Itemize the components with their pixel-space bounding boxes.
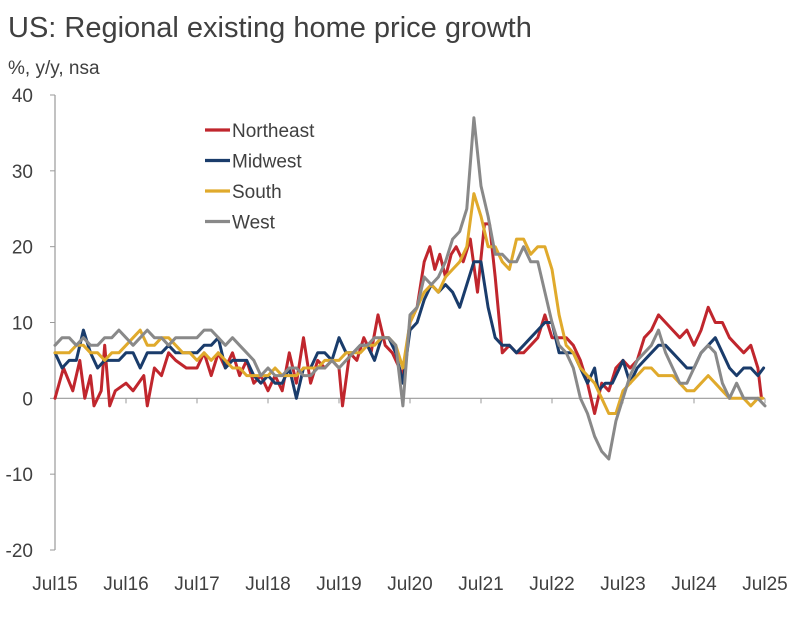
y-axis-label: %, y/y, nsa (8, 58, 100, 79)
legend-label-west: West (232, 213, 276, 234)
x-tick-label: Jul22 (529, 574, 574, 595)
x-tick-label: Jul17 (174, 574, 219, 595)
legend: Northeast Midwest South West (205, 121, 315, 234)
x-tick-label: Jul21 (458, 574, 503, 595)
x-tick-label: Jul23 (600, 574, 645, 595)
x-tick-label: Jul20 (387, 574, 432, 595)
axes: 40 30 20 10 0 -10 -20 Jul15 Jul16 Jul17 Jul18 Jul19… (6, 86, 788, 595)
y-tick-label: -20 (6, 541, 33, 562)
x-tick-label: Jul24 (671, 574, 717, 595)
x-tick-label: Jul15 (32, 574, 77, 595)
y-tick-label: -10 (6, 465, 33, 486)
series-layer (53, 116, 767, 461)
legend-label-northeast: Northeast (232, 121, 315, 142)
x-tick-label: Jul16 (103, 574, 148, 595)
x-tick-label: Jul19 (316, 574, 361, 595)
y-tick-label: 0 (22, 389, 33, 410)
y-tick-label: 40 (12, 86, 33, 107)
y-tick-label: 30 (12, 162, 33, 183)
x-tick-label: Jul25 (742, 574, 787, 595)
y-tick-label: 20 (12, 238, 33, 259)
chart-title: US: Regional existing home price growth (8, 12, 532, 44)
series-line-west (53, 116, 767, 461)
x-tick-label: Jul18 (245, 574, 290, 595)
y-tick-label: 10 (12, 314, 33, 335)
series-line-midwest (53, 260, 766, 400)
legend-label-midwest: Midwest (232, 152, 302, 173)
series-line-south (53, 192, 765, 415)
legend-label-south: South (232, 182, 282, 203)
